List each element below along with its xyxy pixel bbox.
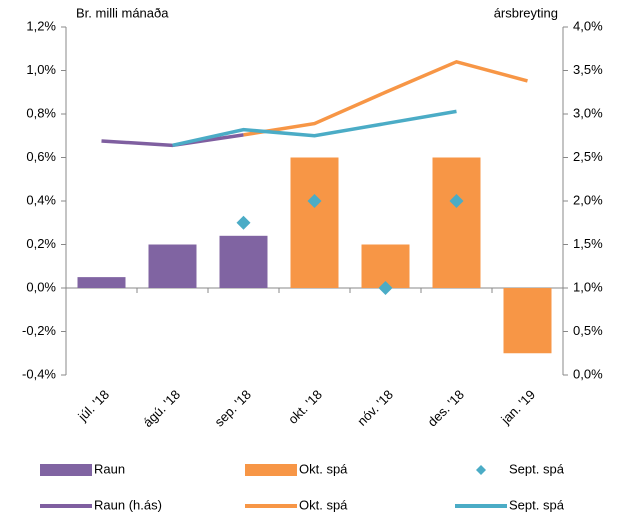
line	[172, 109, 457, 148]
line	[243, 59, 528, 137]
legend-label: Sept. spá	[509, 497, 565, 512]
legend-swatch	[245, 464, 297, 476]
x-tick-label: okt. '18	[285, 387, 325, 427]
y2-tick-label: 4,0%	[573, 18, 603, 33]
x-tick-label: jan. '19	[497, 387, 538, 428]
x-tick-label: des. '18	[425, 387, 468, 430]
legend-label: Raun	[94, 461, 125, 476]
bar	[219, 235, 268, 288]
diamond-marker	[307, 194, 322, 208]
legend-swatch	[476, 465, 486, 475]
y-tick-label: 0,4%	[26, 192, 56, 207]
x-tick-label: ágú. '18	[140, 387, 183, 430]
x-tick-label: júl. '18	[74, 387, 112, 425]
y-tick-label: 1,0%	[26, 62, 56, 77]
y2-tick-label: 1,5%	[573, 236, 603, 251]
y2-tick-label: 3,0%	[573, 105, 603, 120]
bar	[432, 157, 481, 288]
bar	[77, 277, 126, 288]
legend-swatch	[40, 464, 92, 476]
bar	[503, 288, 552, 354]
left-axis-label: Br. milli mánaða	[76, 5, 169, 20]
diamond-marker	[236, 215, 251, 230]
diamond-marker	[449, 194, 464, 208]
diamond-marker	[378, 281, 393, 295]
y-tick-label: -0,2%	[22, 323, 56, 338]
y2-tick-label: 2,0%	[573, 192, 603, 207]
right-axis-label: ársbreyting	[494, 5, 558, 20]
bar	[290, 157, 339, 288]
bar	[148, 244, 197, 288]
y-tick-label: 0,2%	[26, 236, 56, 251]
y-tick-label: 0,8%	[26, 105, 56, 120]
y2-tick-label: 0,5%	[573, 323, 603, 338]
y-tick-label: 0,6%	[26, 149, 56, 164]
y-tick-label: 1,2%	[26, 18, 56, 33]
bar	[361, 244, 410, 288]
legend-label: Sept. spá	[509, 461, 565, 476]
y2-tick-label: 3,5%	[573, 62, 603, 77]
y2-tick-label: 0,0%	[573, 366, 603, 381]
y-tick-label: 0,0%	[26, 279, 56, 294]
legend-label: Okt. spá	[299, 461, 348, 476]
y2-tick-label: 2,5%	[573, 149, 603, 164]
x-tick-label: sep. '18	[212, 387, 255, 430]
legend-label: Raun (h.ás)	[94, 497, 162, 512]
x-tick-label: nóv. '18	[354, 387, 396, 429]
legend-label: Okt. spá	[299, 497, 348, 512]
y2-tick-label: 1,0%	[573, 279, 603, 294]
y-tick-label: -0,4%	[22, 366, 56, 381]
